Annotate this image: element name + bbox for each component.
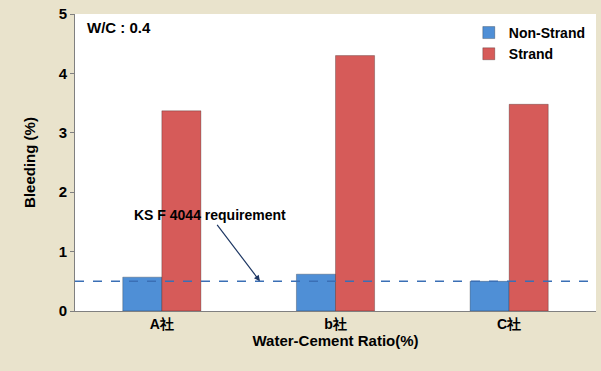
svg-text:5: 5 bbox=[59, 5, 67, 22]
svg-text:4: 4 bbox=[59, 65, 68, 82]
svg-text:b社: b社 bbox=[324, 316, 347, 332]
svg-text:Bleeding (%): Bleeding (%) bbox=[21, 117, 38, 208]
svg-text:A社: A社 bbox=[150, 316, 174, 332]
svg-text:W/C : 0.4: W/C : 0.4 bbox=[87, 19, 151, 36]
svg-text:Non-Strand: Non-Strand bbox=[509, 25, 585, 41]
svg-text:Strand: Strand bbox=[509, 46, 553, 62]
svg-text:Water-Cement Ratio(%): Water-Cement Ratio(%) bbox=[252, 332, 418, 349]
svg-text:2: 2 bbox=[59, 183, 67, 200]
svg-text:1: 1 bbox=[59, 243, 67, 260]
svg-text:3: 3 bbox=[59, 124, 67, 141]
svg-text:KS F 4044 requirement: KS F 4044 requirement bbox=[134, 207, 286, 223]
svg-text:C社: C社 bbox=[497, 316, 521, 332]
svg-text:0: 0 bbox=[59, 302, 67, 319]
